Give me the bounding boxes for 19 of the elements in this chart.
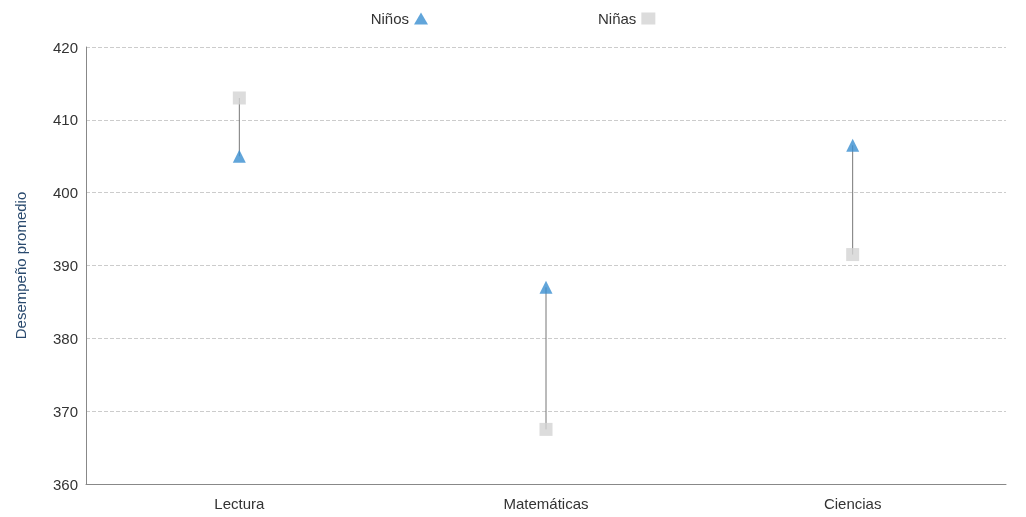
y-tick-label: 400 — [52, 184, 78, 202]
y-tick-label: 370 — [52, 402, 78, 420]
legend-label: Niños — [370, 10, 409, 27]
x-tick-label: Matemáticas — [503, 495, 589, 512]
x-tick-label: Ciencias — [823, 495, 882, 512]
y-axis-title: Desempeño promedio — [12, 191, 29, 340]
legend-label: Niñas — [597, 10, 637, 27]
x-tick-label: Lectura — [214, 495, 265, 512]
y-tick-label: 380 — [52, 329, 78, 347]
y-tick-label: 390 — [52, 257, 78, 274]
point — [232, 91, 246, 105]
point — [846, 248, 860, 262]
point — [539, 280, 553, 294]
y-tick-label: 420 — [52, 38, 78, 56]
point — [232, 149, 246, 163]
point — [539, 422, 553, 436]
point — [846, 138, 860, 152]
y-tick-label: 360 — [52, 475, 78, 493]
y-tick-label: 410 — [52, 111, 78, 129]
